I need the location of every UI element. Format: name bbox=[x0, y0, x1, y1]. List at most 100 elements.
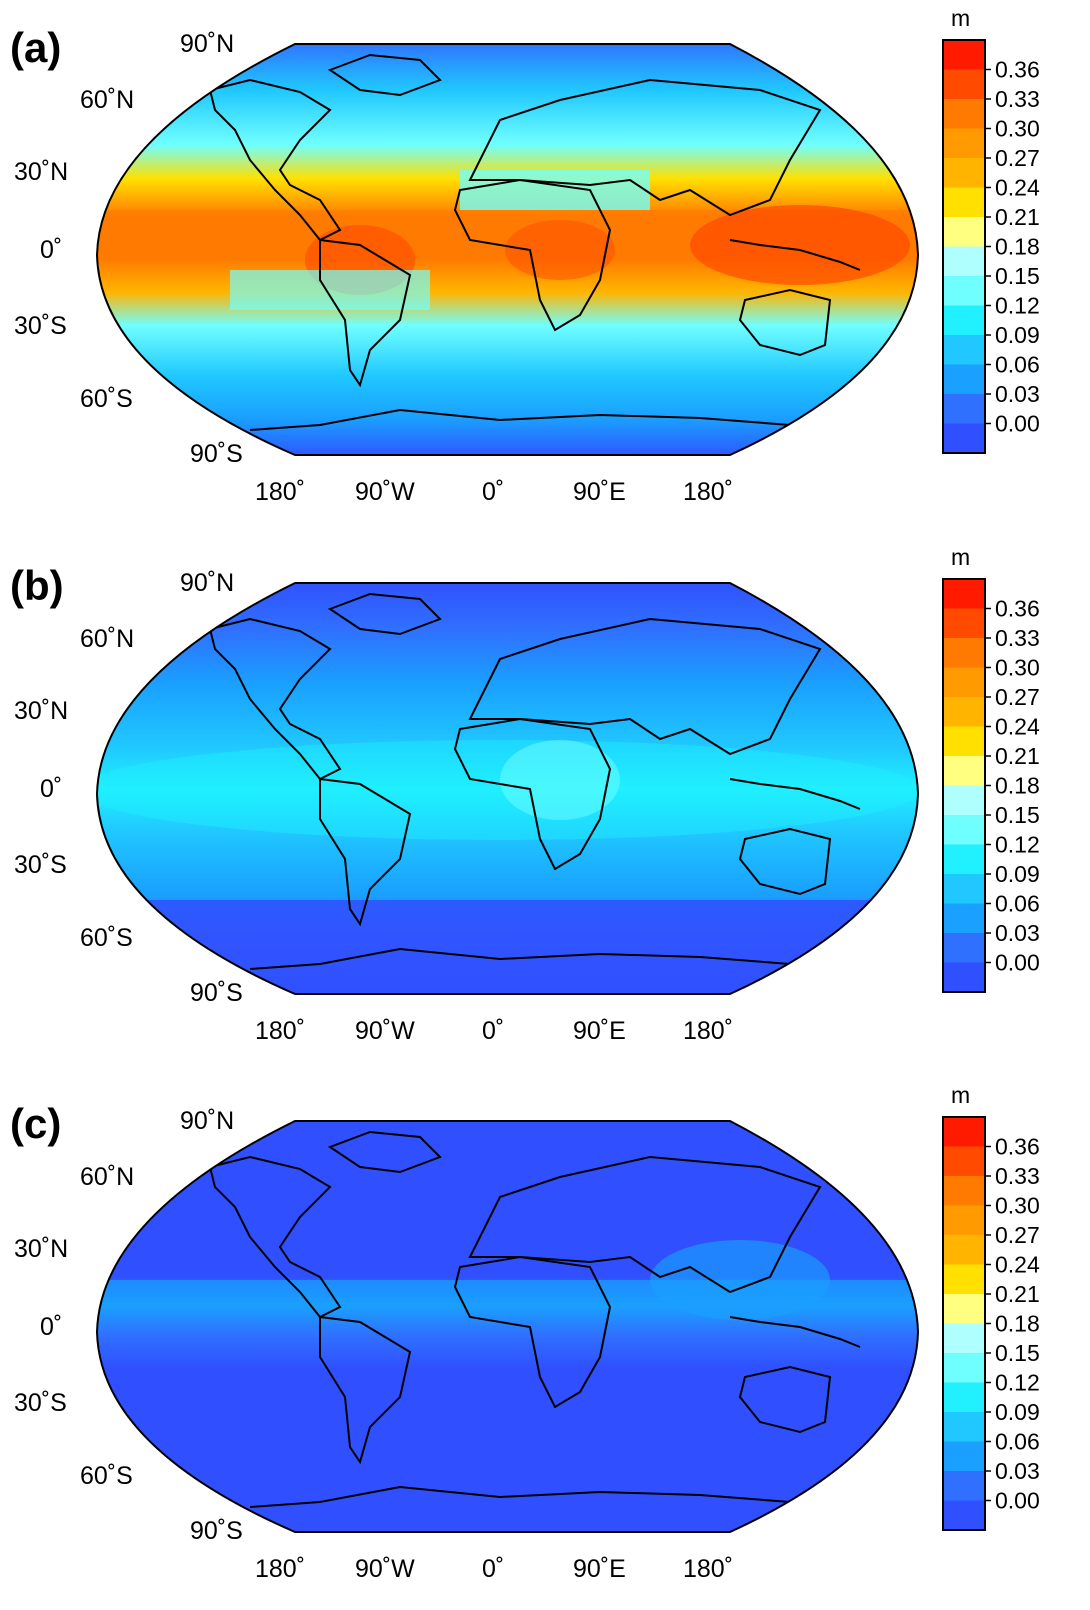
field-tropical-band bbox=[97, 740, 918, 840]
colorbar-bin bbox=[943, 128, 985, 159]
colorbar-tick-label: 0.21 bbox=[995, 204, 1040, 230]
lat-label-30s: 30˚S bbox=[14, 851, 67, 879]
latitude-labels: 90˚N 60˚N 30˚N 0˚ 30˚S 60˚S 90˚S bbox=[14, 30, 243, 468]
colorbar-bin bbox=[943, 638, 985, 668]
colorbar-bin bbox=[943, 874, 985, 904]
colorbar-tick-label: 0.27 bbox=[995, 684, 1040, 710]
longitude-labels: 180˚ 90˚W 0˚ 90˚E 180˚ bbox=[255, 1555, 733, 1583]
colorbar-bin bbox=[943, 1205, 985, 1236]
colorbar-tick-label: 0.24 bbox=[995, 1252, 1040, 1278]
colorbar-bin bbox=[943, 99, 985, 129]
colorbar-tick-label: 0.27 bbox=[995, 145, 1040, 171]
globe-border bbox=[95, 582, 920, 995]
colorbar-bin bbox=[943, 1176, 985, 1206]
colorbar-tick-label: 0.27 bbox=[995, 1222, 1040, 1248]
colorbar-bin bbox=[943, 1235, 985, 1265]
colorbar-bin bbox=[943, 246, 985, 277]
colorbar-bin bbox=[943, 1353, 985, 1383]
longitude-labels: 180˚ 90˚W 0˚ 90˚E 180˚ bbox=[255, 478, 733, 506]
colorbar-bin bbox=[943, 187, 985, 218]
lat-label-0: 0˚ bbox=[40, 775, 62, 803]
colorbar-tick-label: 0.03 bbox=[995, 381, 1040, 407]
colorbar-bin bbox=[943, 1441, 985, 1472]
panel-label: (b) bbox=[10, 562, 64, 609]
lon-label-180e: 180˚ bbox=[683, 478, 733, 506]
colorbar-bin bbox=[943, 697, 985, 727]
colorbar-tick-label: 0.12 bbox=[995, 1370, 1040, 1396]
lat-label-30s: 30˚S bbox=[14, 312, 67, 340]
colorbar-tick-label: 0.12 bbox=[995, 832, 1040, 858]
hotspot-maritime-continent bbox=[690, 205, 910, 285]
lat-label-30n: 30˚N bbox=[14, 697, 68, 725]
colorbar-tick-label: 0.12 bbox=[995, 293, 1040, 319]
colorbar-tick-label: 0.24 bbox=[995, 714, 1040, 740]
longitude-labels: 180˚ 90˚W 0˚ 90˚E 180˚ bbox=[255, 1017, 733, 1045]
colorbar-tick-label: 0.15 bbox=[995, 1340, 1040, 1366]
lon-label-180w: 180˚ bbox=[255, 1555, 305, 1583]
colorbar-tick-label: 0.06 bbox=[995, 352, 1040, 378]
colorbar-bin bbox=[943, 364, 985, 395]
lat-label-90s: 90˚S bbox=[190, 979, 243, 1007]
colorbar-bin bbox=[943, 1500, 985, 1531]
colorbar-tick-label: 0.36 bbox=[995, 57, 1040, 83]
colorbar-bin bbox=[943, 335, 985, 365]
field-background bbox=[97, 1121, 918, 1532]
colorbar-unit-label: m bbox=[951, 544, 970, 570]
cool-band-north bbox=[460, 170, 650, 210]
colorbar-bin bbox=[943, 1471, 985, 1501]
latitude-labels: 90˚N 60˚N 30˚N 0˚ 30˚S 60˚S 90˚S bbox=[14, 569, 243, 1007]
colorbar-tick-label: 0.36 bbox=[995, 1134, 1040, 1160]
colorbar-bin bbox=[943, 815, 985, 845]
colorbar-bin bbox=[943, 667, 985, 698]
lat-label-60s: 60˚S bbox=[80, 1462, 133, 1490]
colorbar-tick-label: 0.21 bbox=[995, 743, 1040, 769]
colorbar-tick-label: 0.30 bbox=[995, 116, 1040, 142]
colorbar-bin bbox=[943, 726, 985, 757]
lon-label-0: 0˚ bbox=[482, 478, 504, 506]
lon-label-90w: 90˚W bbox=[355, 478, 415, 506]
colorbar-tick-label: 0.00 bbox=[995, 1488, 1040, 1514]
lat-label-30n: 30˚N bbox=[14, 1235, 68, 1263]
colorbar-bin bbox=[943, 1117, 985, 1147]
colorbar-bin bbox=[943, 962, 985, 993]
lat-label-60n: 60˚N bbox=[80, 86, 134, 114]
colorbar-bin bbox=[943, 756, 985, 786]
lat-label-0: 0˚ bbox=[40, 236, 62, 264]
colorbar: m 0.36 0.33 0.30 0.27 0.24 0.21 0.18 0.15 0.12 0.0… bbox=[942, 1082, 1040, 1531]
lon-label-0: 0˚ bbox=[482, 1555, 504, 1583]
lat-label-90n: 90˚N bbox=[180, 1107, 234, 1135]
hotspot-africa bbox=[505, 220, 615, 280]
latitude-labels: 90˚N 60˚N 30˚N 0˚ 30˚S 60˚S 90˚S bbox=[14, 1107, 243, 1545]
lat-label-90n: 90˚N bbox=[180, 569, 234, 597]
colorbar-tick-label: 0.33 bbox=[995, 625, 1040, 651]
colorbar-bin bbox=[943, 40, 985, 70]
colorbar: m 0.36 0.33 0.30 0.27 0.24 0.21 0.18 0.15 0.12 0.0… bbox=[942, 5, 1040, 454]
coastlines bbox=[208, 592, 861, 970]
colorbar-bin bbox=[943, 276, 985, 306]
lat-label-90s: 90˚S bbox=[190, 1517, 243, 1545]
lat-label-60n: 60˚N bbox=[80, 1163, 134, 1191]
colorbar-unit-label: m bbox=[951, 5, 970, 31]
colorbar-bin bbox=[943, 1294, 985, 1324]
colorbar-bin bbox=[943, 933, 985, 963]
colorbar-unit-label: m bbox=[951, 1082, 970, 1108]
lat-label-90n: 90˚N bbox=[180, 30, 234, 58]
colorbar-bin bbox=[943, 1412, 985, 1442]
colorbar-tick-label: 0.09 bbox=[995, 322, 1040, 348]
lon-label-180w: 180˚ bbox=[255, 1017, 305, 1045]
colorbar-tick-label: 0.00 bbox=[995, 411, 1040, 437]
panel-c: (c) 90˚N 60˚N 30˚N 0˚ 30˚S 60˚S bbox=[10, 1082, 1040, 1583]
lat-label-60s: 60˚S bbox=[80, 385, 133, 413]
colorbar-bin bbox=[943, 844, 985, 875]
map-globe bbox=[97, 583, 918, 994]
colorbar-tick-label: 0.06 bbox=[995, 891, 1040, 917]
colorbar-bin bbox=[943, 394, 985, 424]
lat-label-30n: 30˚N bbox=[14, 158, 68, 186]
map-globe bbox=[97, 1121, 918, 1532]
lon-label-90w: 90˚W bbox=[355, 1017, 415, 1045]
colorbar: m 0.36 0.33 0.30 0.27 0.24 0.21 0.18 0.15 0.12 0.0… bbox=[942, 544, 1040, 993]
panel-label: (a) bbox=[10, 24, 61, 71]
panel-a: (a) 90˚N 60˚N 30˚N bbox=[10, 5, 1040, 506]
colorbar-tick-label: 0.33 bbox=[995, 1163, 1040, 1189]
colorbar-tick-label: 0.03 bbox=[995, 1458, 1040, 1484]
